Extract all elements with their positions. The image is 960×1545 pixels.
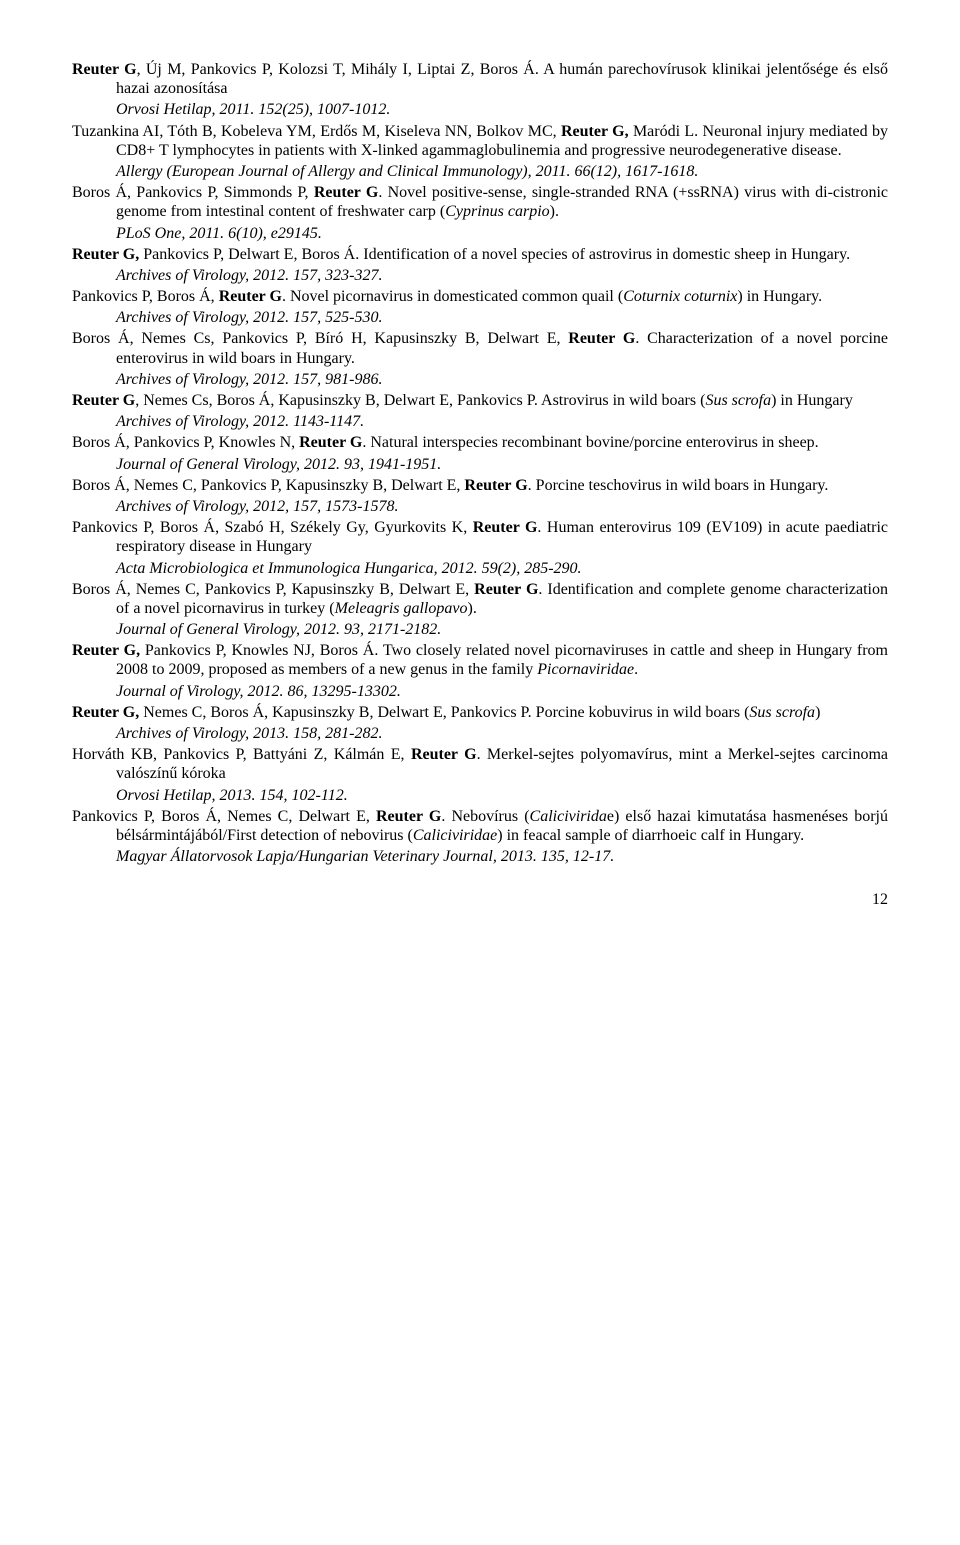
reference-entry: Boros Á, Nemes Cs, Pankovics P, Bíró H, …: [72, 329, 888, 367]
reference-source: Archives of Virology, 2012. 157, 981-986…: [72, 370, 888, 389]
reference-entry: Boros Á, Pankovics P, Knowles N, Reuter …: [72, 433, 888, 452]
reference-entry: Reuter G, Nemes C, Boros Á, Kapusinszky …: [72, 703, 888, 722]
reference-entry: Pankovics P, Boros Á, Nemes C, Delwart E…: [72, 807, 888, 845]
reference-entry: Pankovics P, Boros Á, Reuter G. Novel pi…: [72, 287, 888, 306]
reference-entry: Pankovics P, Boros Á, Szabó H, Székely G…: [72, 518, 888, 556]
reference-source: Archives of Virology, 2012. 157, 323-327…: [72, 266, 888, 285]
reference-source: Journal of General Virology, 2012. 93, 1…: [72, 455, 888, 474]
reference-source: PLoS One, 2011. 6(10), e29145.: [72, 224, 888, 243]
reference-source: Allergy (European Journal of Allergy and…: [72, 162, 888, 181]
reference-source: Archives of Virology, 2012. 1143-1147.: [72, 412, 888, 431]
reference-entry: Boros Á, Pankovics P, Simmonds P, Reuter…: [72, 183, 888, 221]
reference-source: Orvosi Hetilap, 2013. 154, 102-112.: [72, 786, 888, 805]
reference-source: Archives of Virology, 2013. 158, 281-282…: [72, 724, 888, 743]
reference-entry: Tuzankina AI, Tóth B, Kobeleva YM, Erdős…: [72, 122, 888, 160]
reference-entry: Boros Á, Nemes C, Pankovics P, Kapusinsz…: [72, 476, 888, 495]
page-number: 12: [72, 890, 888, 909]
reference-source: Archives of Virology, 2012, 157, 1573-15…: [72, 497, 888, 516]
reference-source: Journal of Virology, 2012. 86, 13295-133…: [72, 682, 888, 701]
reference-source: Archives of Virology, 2012. 157, 525-530…: [72, 308, 888, 327]
reference-source: Acta Microbiologica et Immunologica Hung…: [72, 559, 888, 578]
reference-entry: Reuter G, Pankovics P, Knowles NJ, Boros…: [72, 641, 888, 679]
reference-source: Journal of General Virology, 2012. 93, 2…: [72, 620, 888, 639]
reference-list: Reuter G, Új M, Pankovics P, Kolozsi T, …: [72, 60, 888, 866]
reference-entry: Reuter G, Új M, Pankovics P, Kolozsi T, …: [72, 60, 888, 98]
reference-source: Magyar Állatorvosok Lapja/Hungarian Vete…: [72, 847, 888, 866]
reference-source: Orvosi Hetilap, 2011. 152(25), 1007-1012…: [72, 100, 888, 119]
reference-entry: Reuter G, Nemes Cs, Boros Á, Kapusinszky…: [72, 391, 888, 410]
reference-entry: Reuter G, Pankovics P, Delwart E, Boros …: [72, 245, 888, 264]
reference-entry: Boros Á, Nemes C, Pankovics P, Kapusinsz…: [72, 580, 888, 618]
reference-entry: Horváth KB, Pankovics P, Battyáni Z, Kál…: [72, 745, 888, 783]
